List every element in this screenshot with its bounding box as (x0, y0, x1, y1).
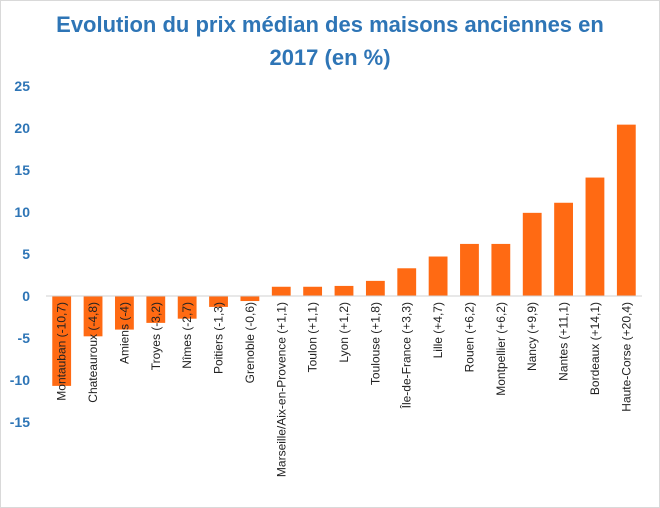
x-tick-label: Grenoble (-0,6) (243, 302, 257, 383)
y-tick-label: 15 (14, 162, 30, 178)
bar (522, 212, 542, 296)
bar (428, 256, 448, 296)
bar (209, 296, 228, 307)
x-tick-label: Haute-Corse (+20,4) (619, 302, 633, 412)
x-tick-label: Île-de-France (+3,3) (399, 302, 414, 409)
y-tick-label: -15 (10, 414, 30, 430)
x-tick-label: Toulouse (+1,8) (368, 302, 382, 385)
y-tick-label: 5 (22, 246, 30, 262)
bar (460, 243, 479, 296)
y-axis: 25 20 15 10 5 0 -5 -10 -15 (10, 78, 30, 430)
chart-title-line1: Evolution du prix médian des maisons anc… (56, 12, 604, 37)
bar (554, 202, 573, 296)
x-tick-label: Bordeaux (+14,1) (588, 302, 602, 395)
bar (271, 286, 291, 296)
x-tick-label: Nîmes (-2,7) (180, 302, 194, 369)
bar (146, 296, 166, 323)
chart-title: Evolution du prix médian des maisons anc… (0, 8, 660, 74)
bars (52, 124, 636, 386)
bar (585, 177, 605, 296)
x-tick-label: Lyon (+1,2) (337, 302, 351, 363)
x-tick-label: Chateauroux (-4,8) (86, 302, 100, 403)
x-tick-label: Nancy (+9,9) (525, 302, 539, 371)
x-tick-label: Toulon (+1,1) (306, 302, 320, 372)
y-tick-label: 25 (14, 78, 30, 94)
x-axis: Montauban (-10,7) Chateauroux (-4,8) Amien… (55, 302, 634, 477)
y-tick-label: 0 (22, 288, 30, 304)
x-tick-label: Marseille/Aix-en-Provence (+1,1) (274, 302, 288, 477)
x-tick-label: Montpellier (+6,2) (494, 302, 508, 396)
y-tick-label: 10 (14, 204, 30, 220)
bar (334, 285, 354, 296)
bar (52, 296, 72, 386)
bar (240, 296, 260, 302)
x-tick-label: Lille (+4,7) (431, 302, 445, 358)
bar (115, 296, 134, 330)
bar (365, 280, 385, 296)
bar (303, 286, 323, 296)
y-tick-label: -10 (10, 372, 30, 388)
chart-title-line2: 2017 (en %) (269, 45, 391, 70)
x-tick-label: Poitiers (-1,3) (212, 302, 226, 374)
bar (616, 124, 636, 296)
x-tick-label: Amiens (-4) (117, 302, 131, 364)
x-tick-label: Montauban (-10,7) (55, 302, 69, 401)
y-tick-label: -5 (18, 330, 31, 346)
x-tick-label: Nantes (+11,1) (557, 302, 571, 381)
bar (83, 296, 103, 337)
bar (397, 268, 417, 296)
y-tick-label: 20 (14, 120, 30, 136)
x-tick-label: Rouen (+6,2) (462, 302, 476, 372)
bar (177, 296, 197, 319)
x-tick-label: Troyes (-3,2) (149, 302, 163, 370)
bar (491, 243, 511, 296)
